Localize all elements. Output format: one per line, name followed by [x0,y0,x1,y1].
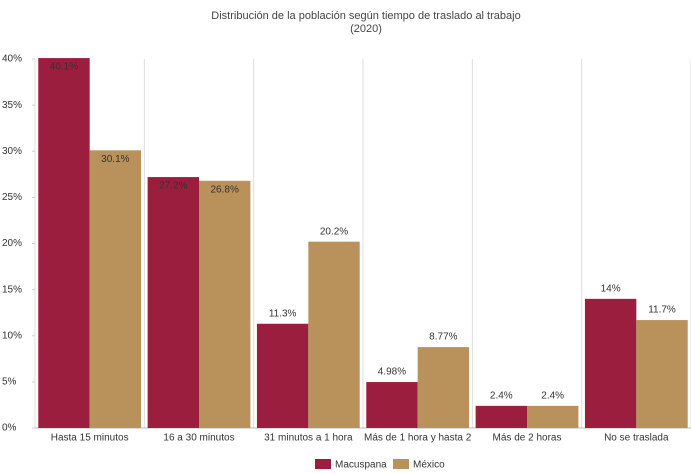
value-label: 2.4% [541,391,564,402]
bar [199,180,251,428]
y-tick-label: 5% [2,377,17,388]
y-tick-label: 0% [2,423,17,434]
value-label: 30.1% [101,154,129,165]
y-tick-label: 25% [2,192,22,203]
bar [636,320,688,428]
bar [417,347,470,428]
value-label: 26.8% [211,184,239,195]
x-tick-label: 16 a 30 minutos [163,433,234,444]
bar [308,241,360,428]
x-tick-label: Más de 1 hora y hasta 2 [364,433,472,444]
chart-subtitle: (2020) [350,23,382,35]
x-tick-label: 31 minutos a 1 hora [264,433,353,444]
x-tick-label: Más de 2 horas [493,433,562,444]
x-tick-label: No se traslada [604,433,669,444]
value-label: 4.98% [378,367,406,378]
bar [475,405,527,428]
legend-label: México [413,460,445,471]
value-label: 2.4% [490,391,513,402]
bar [527,405,579,428]
value-label: 11.7% [648,305,676,316]
value-label: 11.3% [269,308,297,319]
bar [584,298,637,428]
y-tick-label: 15% [2,284,22,295]
value-label: 40.1% [50,62,78,73]
bar [147,177,199,428]
legend-swatch [315,459,331,469]
value-label: 27.2% [159,181,187,192]
legend-swatch [393,459,409,469]
bar [366,382,418,428]
chart-title: Distribución de la población según tiemp… [211,10,520,22]
y-tick-label: 35% [2,100,22,111]
y-tick-label: 20% [2,238,22,249]
legend-label: Macuspana [335,460,387,471]
value-label: 14% [601,283,621,294]
value-label: 20.2% [320,226,348,237]
y-tick-label: 30% [2,146,22,157]
x-tick-label: Hasta 15 minutos [51,433,129,444]
bar [38,58,90,428]
bar [256,323,309,428]
y-tick-label: 40% [2,54,22,65]
y-tick-label: 10% [2,330,22,341]
value-label: 8.77% [429,332,457,343]
bar [89,150,142,428]
